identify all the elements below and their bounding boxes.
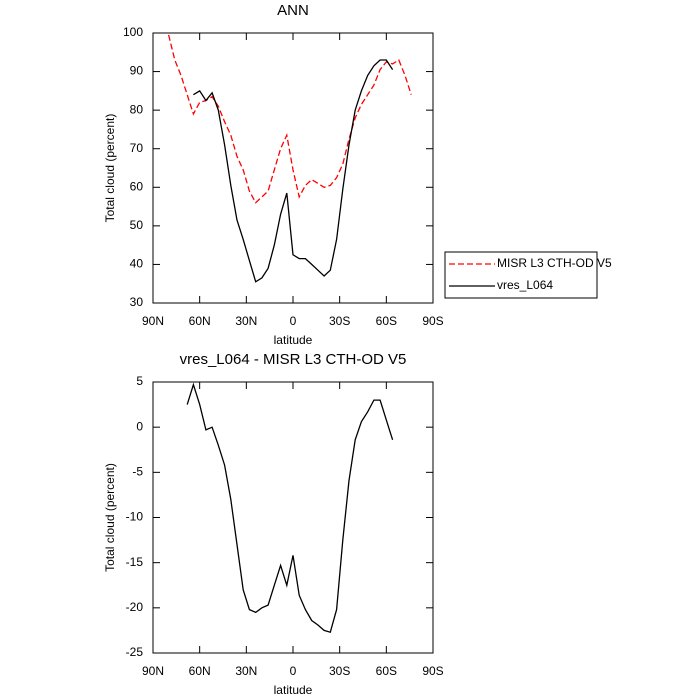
x-tick-label: 90N bbox=[142, 314, 164, 328]
x-axis-label: latitude bbox=[274, 683, 313, 697]
y-tick-label: 30 bbox=[130, 295, 144, 309]
x-tick-label: 60N bbox=[189, 664, 211, 678]
y-axis-label: Total cloud (percent) bbox=[103, 463, 117, 572]
y-tick-label: 70 bbox=[130, 141, 144, 155]
y-tick-label: -20 bbox=[126, 600, 144, 614]
data-line bbox=[167, 34, 412, 204]
legend-label: MISR L3 CTH-OD V5 bbox=[497, 256, 612, 270]
y-tick-label: 50 bbox=[130, 218, 144, 232]
y-tick-label: 100 bbox=[123, 25, 143, 39]
x-tick-label: 90S bbox=[422, 664, 443, 678]
chart-title: vres_L064 - MISR L3 CTH-OD V5 bbox=[180, 351, 407, 368]
chart-title: ANN bbox=[277, 2, 309, 19]
x-tick-label: 0 bbox=[290, 314, 297, 328]
plot-frame bbox=[152, 381, 434, 654]
data-line bbox=[186, 382, 394, 634]
y-tick-label: -10 bbox=[126, 510, 144, 524]
y-tick-label: -5 bbox=[132, 465, 143, 479]
x-tick-label: 90S bbox=[422, 314, 443, 328]
legend-label: vres_L064 bbox=[497, 278, 553, 292]
x-tick-label: 30N bbox=[235, 314, 257, 328]
x-tick-label: 60S bbox=[376, 314, 397, 328]
y-tick-label: 0 bbox=[136, 419, 143, 433]
y-tick-label: 40 bbox=[130, 257, 144, 271]
x-tick-label: 0 bbox=[290, 664, 297, 678]
y-tick-label: -15 bbox=[126, 555, 144, 569]
y-tick-label: 80 bbox=[130, 102, 144, 116]
y-axis-label: Total cloud (percent) bbox=[103, 114, 117, 223]
x-tick-label: 60N bbox=[189, 314, 211, 328]
x-tick-label: 90N bbox=[142, 664, 164, 678]
x-tick-label: 30S bbox=[329, 664, 350, 678]
y-tick-label: 90 bbox=[130, 64, 144, 78]
y-tick-label: 5 bbox=[136, 374, 143, 388]
y-tick-label: 60 bbox=[130, 179, 144, 193]
legend-frame bbox=[444, 251, 598, 299]
x-tick-label: 30N bbox=[235, 664, 257, 678]
data-line bbox=[193, 59, 394, 283]
x-tick-label: 30S bbox=[329, 314, 350, 328]
x-tick-label: 60S bbox=[376, 664, 397, 678]
x-axis-label: latitude bbox=[274, 333, 313, 347]
y-tick-label: -25 bbox=[126, 645, 144, 659]
